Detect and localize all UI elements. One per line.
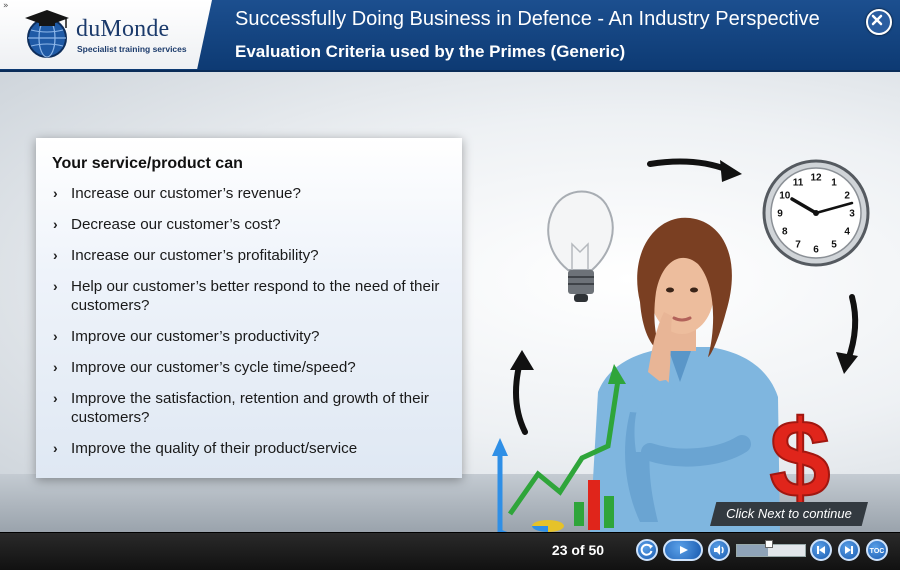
- list-item: › Improve the satisfaction, retention and…: [52, 389, 448, 427]
- chevron-right-icon: ›: [53, 216, 58, 232]
- list-item-text: Improve our customer’s cycle time/speed?: [71, 359, 356, 376]
- clock-numeral: 11: [793, 177, 804, 188]
- page-counter: 23 of 50: [551, 542, 605, 558]
- replay-icon: [640, 543, 653, 556]
- clock-numeral: 6: [813, 245, 819, 256]
- list-item-text: Improve our customer’s productivity?: [71, 328, 320, 345]
- panel-heading: Your service/product can: [52, 155, 243, 172]
- volume-button[interactable]: [708, 539, 730, 561]
- list-item: › Help our customer’s better respond to t…: [52, 277, 448, 315]
- clock-numeral: 9: [777, 209, 783, 220]
- clock-numeral: 3: [849, 209, 855, 220]
- slide-content-area: Your service/product can › Increase our c…: [0, 72, 900, 532]
- seek-bar[interactable]: [736, 540, 806, 557]
- slide-title: Evaluation Criteria used by the Primes (…: [235, 42, 626, 61]
- clock-numeral: 2: [844, 191, 850, 202]
- course-title: Successfully Doing Business in Defence -…: [235, 8, 820, 30]
- dollar-sign-icon: $: [768, 397, 831, 522]
- chevron-right-icon: ›: [53, 390, 58, 406]
- clock-numeral: 10: [779, 191, 791, 202]
- growth-chart-icon: [492, 364, 626, 532]
- list-item-text: Help our customer’s better respond to th…: [71, 278, 440, 314]
- thinking-woman-figure: [590, 217, 780, 532]
- svg-text:$: $: [769, 398, 830, 521]
- chevron-right-icon: ›: [53, 328, 58, 344]
- logo-tagline: Specialist training services: [77, 44, 187, 54]
- chevron-right-icon: ›: [53, 359, 58, 375]
- play-button[interactable]: [663, 539, 703, 561]
- lightbulb-icon: [547, 190, 614, 302]
- list-item-text: Improve the quality of their product/ser…: [71, 440, 358, 457]
- list-item: › Improve our customer’s productivity?: [52, 327, 448, 346]
- globe-graduation-cap-icon: [25, 10, 69, 58]
- toc-icon: TOC: [870, 548, 885, 555]
- chevron-right-icon: ›: [53, 247, 58, 263]
- play-icon: [680, 546, 688, 554]
- clock-numeral: 4: [844, 227, 850, 238]
- replay-button[interactable]: [636, 539, 658, 561]
- clock-numeral: 5: [831, 240, 837, 251]
- list-item: › Improve the quality of their product/se…: [52, 439, 448, 458]
- list-item: › Increase our customer’s profitability?: [52, 246, 448, 265]
- clock-numeral: 8: [782, 227, 788, 238]
- close-button[interactable]: [866, 9, 892, 35]
- next-icon: [845, 546, 853, 554]
- header-bar: » duMonde Specialist training services S…: [0, 0, 900, 72]
- chevron-right-icon: ›: [53, 185, 58, 201]
- list-item: › Improve our customer’s cycle time/speed…: [52, 358, 448, 377]
- clock-numeral: 12: [810, 173, 822, 184]
- seek-progress: [737, 545, 769, 556]
- logo-area: » duMonde Specialist training services: [0, 0, 212, 69]
- list-item: › Increase our customer’s revenue?: [52, 184, 448, 203]
- toc-label: TOC: [870, 548, 885, 555]
- chevron-right-icon: ›: [53, 278, 58, 294]
- list-item-text: Improve the satisfaction, retention and …: [71, 390, 429, 426]
- player-controls-bar: 23 of 50: [0, 532, 900, 570]
- criteria-list: › Increase our customer’s revenue? › Decre…: [52, 184, 448, 470]
- list-item-text: Increase our customer’s profitability?: [71, 247, 319, 264]
- clock-numeral: 1: [831, 177, 837, 188]
- clock-numeral: 7: [795, 240, 801, 251]
- list-item: › Decrease our customer’s cost?: [52, 215, 448, 234]
- list-item-text: Decrease our customer’s cost?: [71, 216, 281, 233]
- previous-button[interactable]: [810, 539, 832, 561]
- next-button[interactable]: [838, 539, 860, 561]
- continue-hint: Click Next to continue: [710, 502, 868, 526]
- seek-thumb[interactable]: [765, 540, 774, 548]
- toc-button[interactable]: TOC: [866, 539, 888, 561]
- list-item-text: Increase our customer’s revenue?: [71, 185, 301, 202]
- previous-icon: [817, 546, 825, 554]
- chevron-right-icon: ›: [53, 440, 58, 456]
- volume-icon: [714, 545, 724, 555]
- logo-name: duMonde: [76, 16, 170, 42]
- criteria-panel: Your service/product can › Increase our c…: [36, 138, 462, 478]
- expand-menu-toggle[interactable]: »: [3, 1, 9, 11]
- close-icon: [871, 14, 883, 26]
